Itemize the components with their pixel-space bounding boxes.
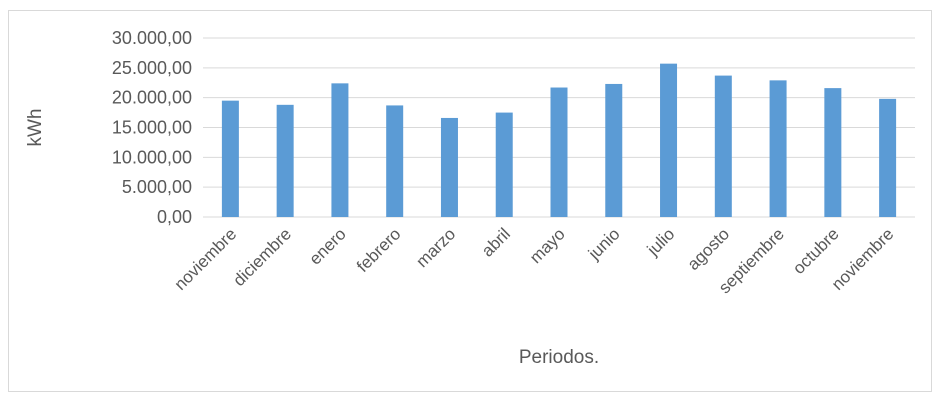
bar	[769, 80, 787, 217]
bar	[660, 63, 678, 218]
x-tick-label: julio	[643, 224, 679, 260]
x-tick-label: agosto	[684, 224, 734, 274]
bar	[714, 75, 732, 217]
x-tick-label: enero	[306, 224, 350, 268]
x-tick-label: octubre	[789, 224, 843, 278]
y-tick-label: 15.000,00	[112, 118, 192, 138]
y-tick-label: 25.000,00	[112, 58, 192, 78]
y-tick-label: 0,00	[157, 207, 192, 227]
y-tick-label: 20.000,00	[112, 88, 192, 108]
y-axis-title: kWh	[25, 109, 46, 147]
y-tick-labels: 0,00 5.000,00 10.000,00 15.000,00 20.000,00 2…	[112, 28, 192, 227]
bar	[550, 87, 568, 217]
x-tick-label: abril	[478, 224, 514, 260]
y-tick-label: 30.000,00	[112, 28, 192, 48]
bar	[879, 98, 897, 217]
bar	[440, 117, 458, 217]
bar	[386, 105, 404, 217]
x-tick-label: junio	[584, 224, 624, 264]
bar	[221, 100, 239, 217]
x-tick-label: marzo	[412, 224, 459, 271]
bars	[221, 63, 897, 218]
x-tick-label: febrero	[353, 224, 405, 276]
x-tick-label: diciembre	[229, 224, 295, 290]
bar	[331, 83, 349, 217]
x-tick-label: mayo	[526, 224, 569, 267]
y-tick-label: 5.000,00	[122, 177, 192, 197]
x-axis-title: Periodos.	[519, 347, 599, 368]
bar	[495, 112, 513, 217]
x-tick-label: noviembre	[171, 224, 241, 294]
bar	[276, 104, 294, 217]
bar	[824, 88, 842, 218]
y-tick-label: 10.000,00	[112, 147, 192, 167]
bar	[605, 83, 623, 218]
